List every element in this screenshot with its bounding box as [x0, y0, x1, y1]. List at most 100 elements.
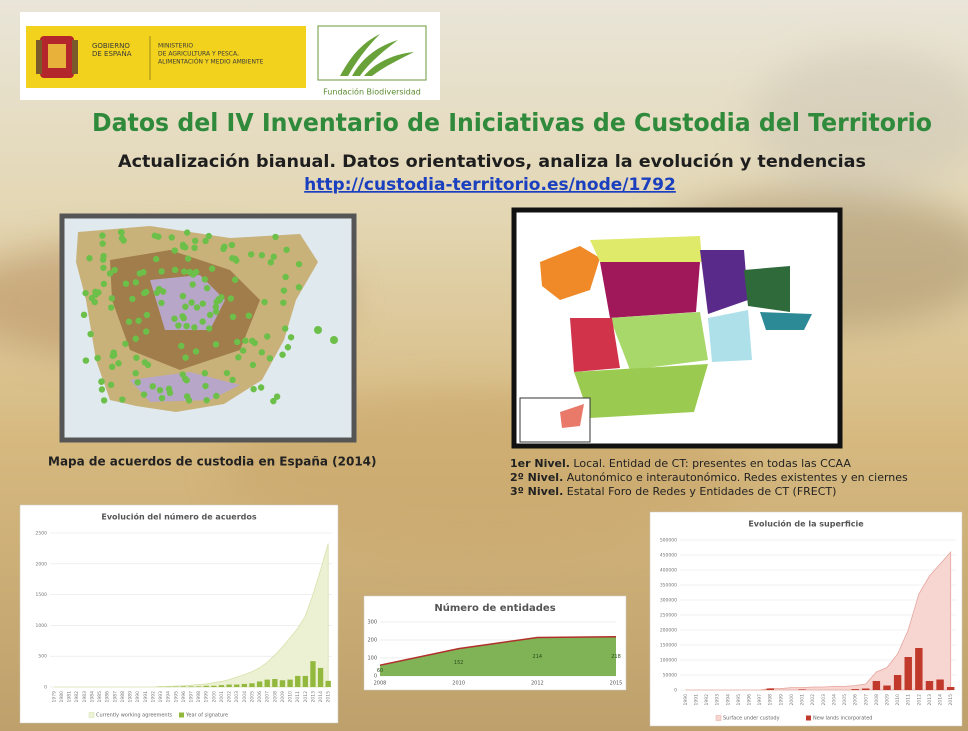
agreement-dot [271, 254, 277, 260]
agreement-dot [184, 229, 190, 235]
agreement-dot [141, 391, 147, 397]
bar [873, 681, 880, 690]
agreement-dot [119, 396, 125, 402]
x-tick-label: 2003 [821, 694, 827, 706]
level-item: 2º Nivel. Autonómico e interautonómico. … [510, 471, 908, 484]
agreement-dot [186, 397, 192, 403]
y-tick-label: 400000 [660, 568, 677, 574]
level-label: 1er Nivel. [510, 457, 570, 470]
agreement-dot [89, 295, 95, 301]
agreement-dot [288, 334, 294, 340]
x-tick-label: 1990 [683, 694, 689, 706]
x-tick-label: 1992 [704, 694, 710, 706]
agreement-dot [218, 294, 224, 300]
y-tick-label: 450000 [660, 553, 677, 559]
bar [181, 686, 186, 687]
bar [287, 680, 292, 687]
agreement-dot [158, 300, 164, 306]
agreement-dot [191, 245, 197, 251]
agreement-dot [108, 382, 114, 388]
agreement-dot [108, 304, 114, 310]
gobierno-line: DE ESPAÑA [92, 49, 132, 58]
bar [211, 686, 216, 687]
y-tick-label: 0 [44, 685, 47, 691]
data-label: 152 [454, 660, 464, 666]
agreement-dot [172, 247, 178, 253]
x-tick-label: 2006 [853, 694, 859, 706]
bar [242, 684, 247, 687]
bar [915, 648, 922, 690]
agreement-dot [272, 234, 278, 240]
agreement-dot [87, 331, 93, 337]
agreement-dot [279, 352, 285, 358]
agreement-dot [264, 333, 270, 339]
agreement-dot [100, 265, 106, 271]
agreement-dot [82, 290, 88, 296]
bar [257, 681, 262, 687]
x-tick-label: 2001 [800, 694, 806, 706]
agreement-dot [123, 280, 129, 286]
agreement-dot [157, 387, 163, 393]
agreement-dot [126, 319, 132, 325]
source-link[interactable]: http://custodia-territorio.es/node/1792 [304, 175, 676, 195]
x-tick-label: 2012 [303, 691, 309, 703]
x-tick-label: 1987 [112, 691, 118, 703]
agreement-dot [191, 324, 197, 330]
agreement-dot [280, 299, 286, 305]
x-tick-label: 1996 [181, 691, 187, 703]
x-tick-label: 1990 [135, 691, 141, 703]
bar [326, 681, 331, 687]
agreement-dot [234, 339, 240, 345]
chart-title: Evolución de la superficie [748, 519, 864, 529]
agreement-dot [92, 289, 98, 295]
agreement-dot [199, 318, 205, 324]
x-tick-label: 1979 [51, 691, 57, 703]
agreement-dot [155, 233, 161, 239]
agreement-dot [259, 349, 265, 355]
x-tick-label: 2002 [810, 694, 816, 706]
agreement-dot [202, 370, 208, 376]
x-tick-label: 2012 [531, 681, 544, 687]
data-label: 218 [611, 654, 621, 660]
x-tick-label: 2011 [906, 694, 912, 706]
data-label: 214 [533, 654, 543, 660]
agreement-dot [200, 300, 206, 306]
x-tick-label: 2009 [885, 694, 891, 706]
y-tick-label: 1500 [36, 592, 48, 598]
agreement-dot [283, 247, 289, 253]
y-tick-label: 500000 [660, 538, 677, 544]
x-tick-label: 2010 [288, 691, 294, 703]
chart-title: Evolución del número de acuerdos [101, 512, 257, 522]
x-tick-label: 1993 [158, 691, 164, 703]
level-label: 3º Nivel. [510, 485, 563, 498]
agreement-dot [203, 397, 209, 403]
x-tick-label: 1981 [67, 691, 73, 703]
x-tick-label: 1993 [715, 694, 721, 706]
agreement-dot [99, 386, 105, 392]
agreement-dot [204, 285, 210, 291]
x-tick-label: 2015 [326, 691, 332, 703]
level-item: 3º Nivel. Estatal Foro de Redes y Entida… [510, 485, 836, 498]
x-tick-label: 1998 [768, 694, 774, 706]
y-tick-label: 1000 [36, 623, 48, 629]
y-tick-label: 150000 [660, 643, 677, 649]
agreement-dot [232, 277, 238, 283]
agreement-dot [207, 312, 213, 318]
agreement-dot [229, 242, 235, 248]
x-tick-label: 2013 [927, 694, 933, 706]
agreement-dot [83, 357, 89, 363]
agreement-dot [182, 354, 188, 360]
level-text: Estatal Foro de Redes y Entidades de CT … [563, 485, 836, 498]
x-tick-label: 2005 [842, 694, 848, 706]
agreement-dot [137, 270, 143, 276]
x-tick-label: 2000 [789, 694, 795, 706]
ministerio-line: ALIMENTACIÓN Y MEDIO AMBIENTE [158, 59, 264, 66]
x-tick-label: 1998 [196, 691, 202, 703]
legend-label: New lands incorporated [813, 716, 872, 722]
bar [318, 668, 323, 687]
x-tick-label: 1992 [150, 691, 156, 703]
bar [851, 689, 858, 690]
agreement-dot [285, 344, 291, 350]
y-tick-label: 50000 [663, 673, 677, 679]
agreement-dot [144, 312, 150, 318]
